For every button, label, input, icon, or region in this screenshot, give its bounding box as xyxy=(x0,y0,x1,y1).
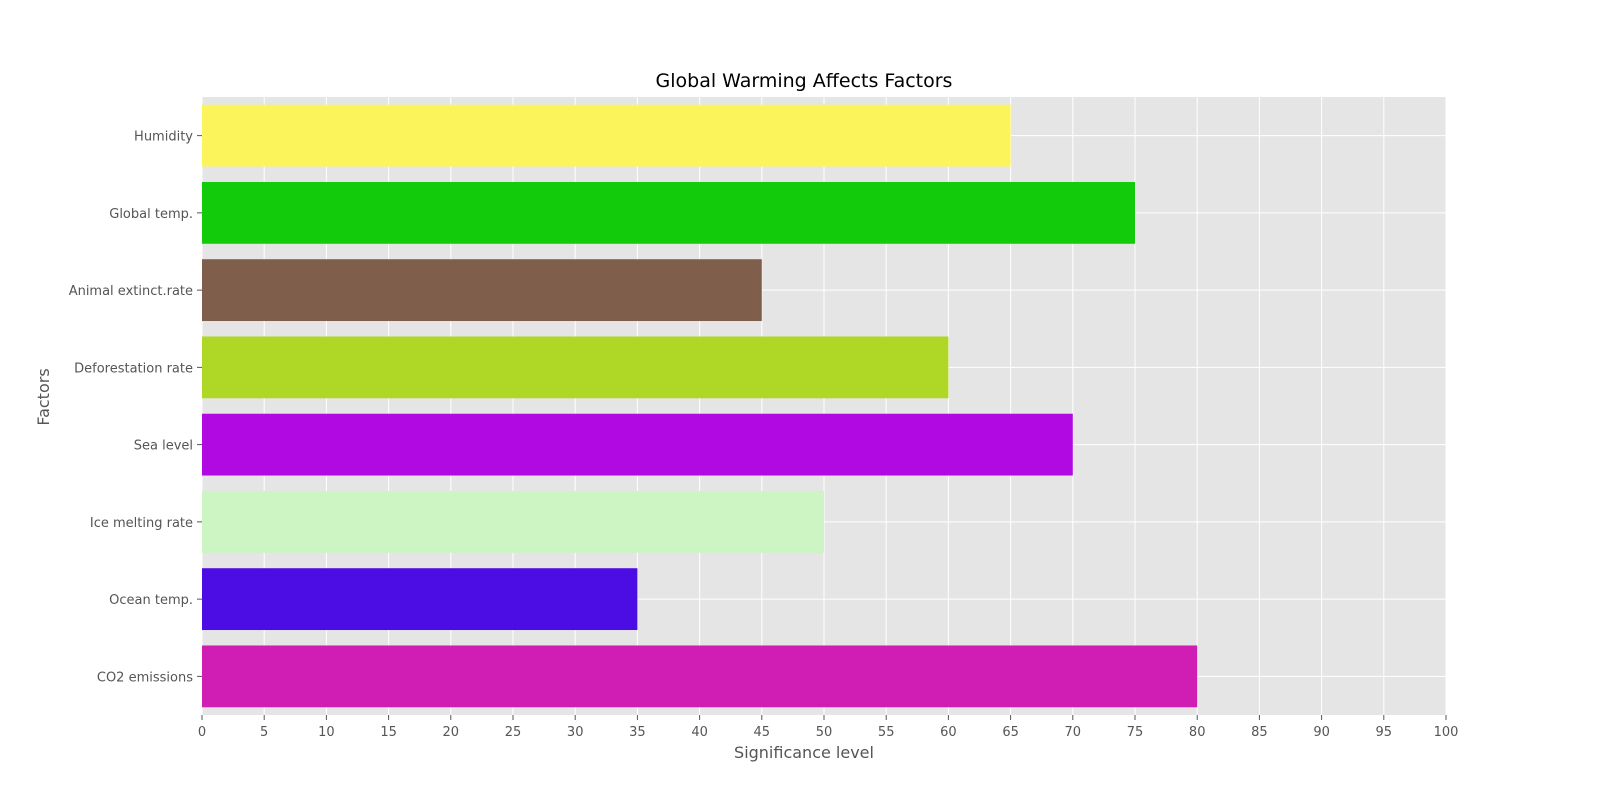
y-tick-label: Deforestation rate xyxy=(74,361,193,376)
x-tick-label: 55 xyxy=(878,725,895,740)
bar-deforestation-rate xyxy=(202,336,949,399)
y-tick-label: CO2 emissions xyxy=(97,670,193,685)
x-tick-label: 95 xyxy=(1376,725,1393,740)
bar-ice-melting-rate xyxy=(202,490,824,553)
x-tick-label: 85 xyxy=(1251,725,1268,740)
x-tick-label: 0 xyxy=(198,725,206,740)
x-tick-label: 75 xyxy=(1127,725,1144,740)
x-tick-label: 90 xyxy=(1313,725,1330,740)
bar-humidity xyxy=(202,104,1011,167)
y-tick-label: Animal extinct.rate xyxy=(69,284,193,299)
x-tick-label: 15 xyxy=(380,725,397,740)
x-tick-label: 50 xyxy=(816,725,833,740)
x-tick-label: 70 xyxy=(1065,725,1082,740)
y-tick-label: Humidity xyxy=(134,130,193,145)
x-tick-label: 65 xyxy=(1002,725,1019,740)
x-tick-label: 10 xyxy=(318,725,335,740)
chart-title: Global Warming Affects Factors xyxy=(656,70,953,92)
bar-sea-level xyxy=(202,413,1073,476)
bars xyxy=(202,104,1198,708)
x-tick-label: 80 xyxy=(1189,725,1206,740)
x-axis-ticks: 0 5 10 15 20 25 30 35 40 45 50 55 60 65 70 75 80 85 90 95 10… xyxy=(198,715,1459,740)
x-tick-label: 100 xyxy=(1434,725,1459,740)
x-tick-label: 25 xyxy=(505,725,522,740)
x-tick-label: 35 xyxy=(629,725,646,740)
bar-animal-extinct-rate xyxy=(202,259,762,322)
x-tick-label: 5 xyxy=(260,725,268,740)
bar-global-temp xyxy=(202,181,1135,244)
x-tick-label: 40 xyxy=(691,725,708,740)
x-tick-label: 30 xyxy=(567,725,584,740)
y-tick-label: Global temp. xyxy=(109,207,193,222)
bar-ocean-temp xyxy=(202,568,638,631)
x-tick-label: 60 xyxy=(940,725,957,740)
y-tick-label: Sea level xyxy=(134,439,193,454)
x-tick-label: 45 xyxy=(754,725,771,740)
x-tick-label: 20 xyxy=(443,725,460,740)
bar-co2-emissions xyxy=(202,645,1198,708)
y-tick-label: Ocean temp. xyxy=(109,593,193,608)
y-axis-ticks: CO2 emissions Ocean temp. Ice melting rate… xyxy=(69,130,202,685)
y-axis-title: Factors xyxy=(34,368,53,425)
y-tick-label: Ice melting rate xyxy=(90,516,193,531)
x-axis-title: Significance level xyxy=(734,743,874,762)
